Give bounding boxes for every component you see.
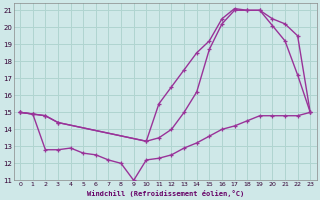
X-axis label: Windchill (Refroidissement éolien,°C): Windchill (Refroidissement éolien,°C) <box>87 190 244 197</box>
